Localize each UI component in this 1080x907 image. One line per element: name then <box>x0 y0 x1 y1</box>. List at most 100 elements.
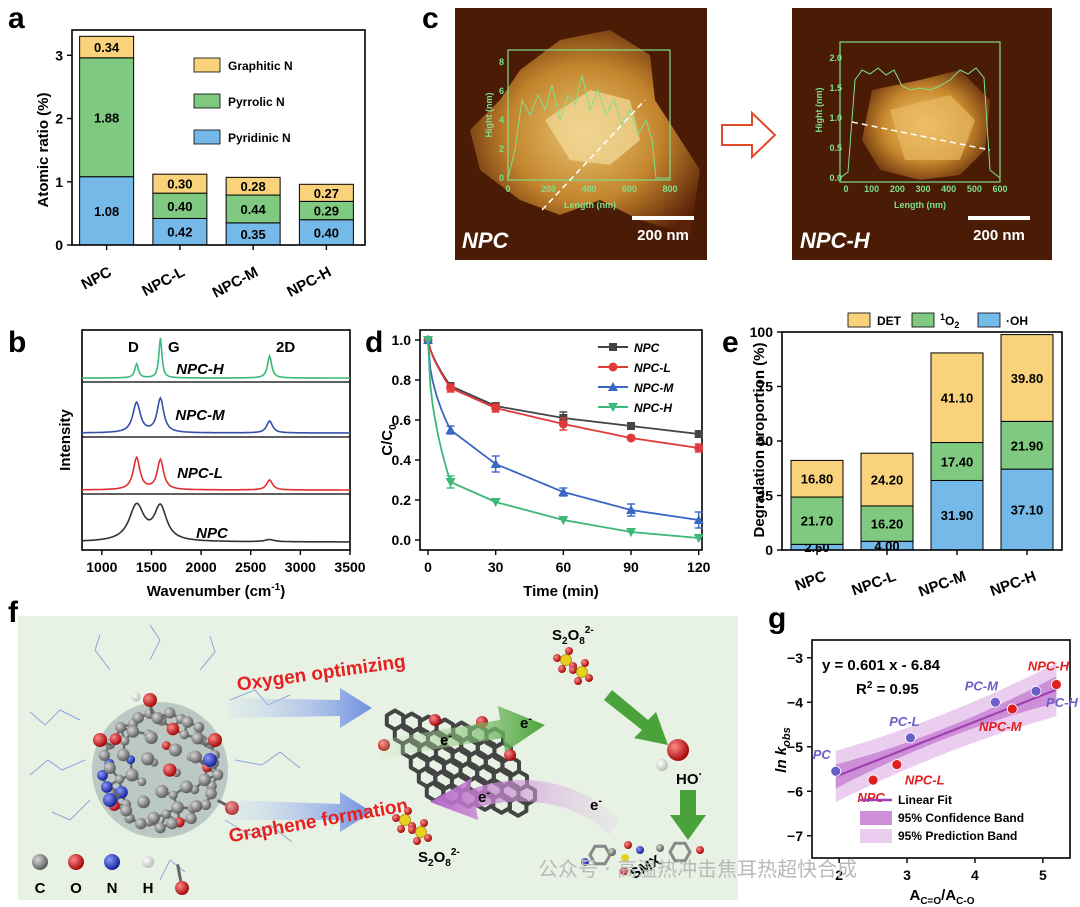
cage-atom <box>171 801 184 814</box>
chart-a-bar-label: 0.40 <box>167 199 192 214</box>
arrow-green-down <box>604 690 668 745</box>
chart-b-series-label: NPC <box>196 525 229 542</box>
chart-d-point <box>491 403 501 413</box>
chart-e-bar-label: 24.20 <box>871 473 904 488</box>
atom-legend-n: N <box>107 880 118 897</box>
chart-g-point <box>1051 679 1062 690</box>
chart-e-bar-label: 21.90 <box>1011 438 1044 453</box>
chart-d-xtick-label: 90 <box>623 559 639 575</box>
afm-ytick-label: 0 <box>499 173 504 183</box>
chart-a-xtick-label: NPC <box>79 263 115 293</box>
legend-det-label: DET <box>877 314 902 328</box>
chart-d-xtick-label: 0 <box>424 559 432 575</box>
cage-atom <box>151 712 164 725</box>
ps-oxygen <box>574 677 582 685</box>
afm-ytick-label: 1.5 <box>829 83 842 93</box>
chart-d-point <box>445 425 456 434</box>
chart-b-raman: NPC-H NPC-M NPC-L NPC 1000 1500 2000 2500 3000 3… <box>57 329 366 600</box>
electron-labels: e- e- e- e- <box>440 713 602 814</box>
chart-g-point-label: NPC-M <box>979 719 1023 734</box>
ps-sulfur <box>399 814 411 826</box>
chart-a-bar-label: 1.08 <box>94 204 119 219</box>
cage-atom <box>119 736 130 746</box>
chart-b-peak-g: G <box>168 339 180 356</box>
chart-g-point-label: PC-L <box>889 714 919 729</box>
chart-e-xtick-label: NPC-M <box>916 568 968 601</box>
afm-xtick-label: 200 <box>541 184 556 194</box>
cage-atom <box>175 881 189 895</box>
chart-a-ytick-label: 3 <box>55 47 63 63</box>
chart-a-ytick-label: 1 <box>55 174 63 190</box>
chart-a-legend-swatch <box>193 57 221 73</box>
afm-xtick-label: 0 <box>843 184 848 194</box>
chart-d-point <box>490 498 501 507</box>
chart-d-legend-marker <box>609 343 617 351</box>
smx-ring <box>668 841 692 863</box>
chart-a-bar-label: 0.42 <box>167 225 192 240</box>
chart-d-xtick-label: 60 <box>556 559 572 575</box>
atom-legend-n-ball <box>104 854 120 870</box>
chart-e-bar-segment <box>1000 334 1054 422</box>
chart-e-bar-segment <box>790 459 844 498</box>
cage-atom <box>93 733 107 747</box>
chart-d-point <box>445 478 456 487</box>
legend-det-swatch <box>847 312 871 328</box>
smx-atom <box>581 858 589 866</box>
cage-atom <box>155 784 169 799</box>
chart-d-point <box>693 534 704 543</box>
smx-atom <box>621 854 629 862</box>
chart-d-point <box>558 516 569 525</box>
chart-d-xlabel: Time (min) <box>523 583 599 600</box>
chart-a-bar-graphitic-n <box>298 183 354 202</box>
chart-g-axes: −7 −6 −5 −4 −3 2 3 4 5 <box>787 650 1047 883</box>
atom-legend-h: H <box>143 880 154 897</box>
chart-d-point <box>626 505 637 514</box>
smx-ring <box>588 844 612 866</box>
cage-atom <box>164 707 176 719</box>
cage-atom <box>140 752 155 766</box>
chart-e-bar-label: 16.20 <box>871 517 904 532</box>
chart-g-ylabel: ln kobs <box>773 727 793 772</box>
arrow-oxygen <box>228 688 372 728</box>
afm-ytick-label: 4 <box>499 115 504 125</box>
ps-sulfur <box>415 826 427 838</box>
afm-images: 0 200 400 600 800 0 2 4 6 8 Length (nm) Hight (nm… <box>455 8 1052 260</box>
chart-a-legend: Graphitic N Pyrrolic N Pyridinic N <box>193 57 293 145</box>
chart-b-xlabel: Wavenumber (cm-1) <box>147 582 285 600</box>
afm-xtick-label: 400 <box>941 184 956 194</box>
chart-g-xtick-label: 3 <box>903 867 911 883</box>
chart-g-points: NPC NPC-L NPC-M NPC-H PC PC-L PC-M PC-H <box>813 658 1079 805</box>
afm-arrow <box>721 110 777 160</box>
afm-xtick-label: 600 <box>992 184 1007 194</box>
smx-atom <box>620 867 628 875</box>
chart-a-bar-pyrrolic-n <box>225 194 281 224</box>
cage-atom <box>161 809 171 819</box>
ps-oxygen <box>424 834 432 842</box>
chart-g-ytick-label: −7 <box>787 828 803 844</box>
panel-label-f: f <box>8 596 19 629</box>
chart-d-point <box>694 430 703 438</box>
cage-atom <box>114 774 125 784</box>
chart-e-bar-label: 16.80 <box>801 472 834 487</box>
cage-atom <box>208 733 222 747</box>
afm-image-npch: 0 100 200 300 400 500 600 0.0 0.5 1.0 1.5 2.0 Lengt… <box>792 8 1052 260</box>
ps-oxygen <box>565 647 573 655</box>
chart-d-ylabel: C/C0 <box>379 424 399 456</box>
cage-atom <box>168 790 178 800</box>
chart-d-ytick-label: 1.0 <box>392 332 412 348</box>
chart-g-ytick-label: −6 <box>787 783 803 799</box>
chart-a-legend-label: Pyrrolic N <box>228 95 285 109</box>
cage-atom <box>161 741 171 750</box>
chart-d-legend: NPC NPC-L NPC-M NPC-H <box>598 341 674 415</box>
chart-b-axes: 1000 1500 2000 2500 3000 3500 <box>86 550 366 575</box>
chart-a-xtick-label: NPC-M <box>210 264 261 302</box>
ps-oxygen <box>404 807 412 815</box>
chart-g-point-label: NPC <box>857 790 885 805</box>
chart-e-bar-label: 37.10 <box>1011 503 1044 518</box>
chart-b-xtick-label: 3500 <box>334 559 365 575</box>
ps-oxygen <box>420 819 428 827</box>
afm-xtick-label: 200 <box>890 184 905 194</box>
afm-image-npc: 0 200 400 600 800 0 2 4 6 8 Length (nm) Hight (nm… <box>455 8 707 260</box>
cage-atom <box>154 822 166 834</box>
smx-molecule <box>581 841 704 875</box>
